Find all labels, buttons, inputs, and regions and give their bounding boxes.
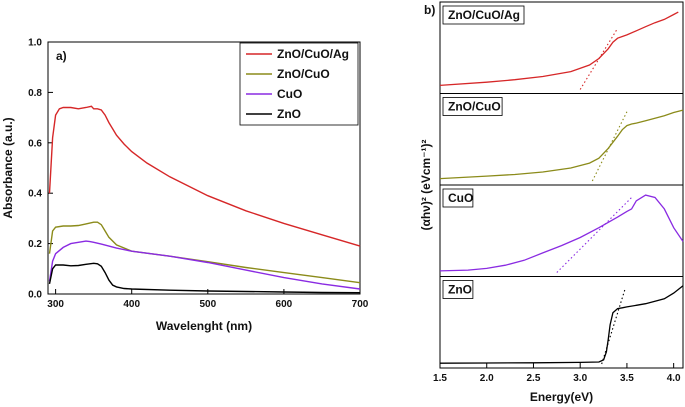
- subpanel-label-box: [442, 5, 525, 25]
- y-tick-label: 0.0: [28, 290, 42, 301]
- tauc-curve-cuo: [439, 194, 684, 272]
- y-tick-label: 0.8: [28, 88, 42, 99]
- subpanel-frame: [439, 184, 684, 277]
- x-tick-label: 500: [199, 299, 216, 310]
- y-tick-label: 0.4: [28, 189, 42, 200]
- subpanel-label-box: [442, 280, 474, 299]
- subpanel-label-box: [442, 97, 503, 116]
- panel-b-x-axis-label: Energy(eV): [530, 390, 593, 404]
- x-tick-label: 4.0: [667, 373, 681, 384]
- y-tick-label: 0.6: [28, 138, 42, 149]
- subpanel-zno: ZnO: [439, 276, 684, 369]
- panel-b-subpanels: ZnO/CuO/Ag ZnO/CuO CuO ZnO: [439, 1, 684, 369]
- x-tick-label: 2.5: [527, 373, 541, 384]
- legend-label-zno-cuo-ag: ZnO/CuO/Ag: [277, 47, 349, 61]
- x-tick-label: 700: [352, 299, 369, 310]
- x-tick-label: 3.0: [573, 373, 587, 384]
- panel-b-tag: b): [424, 3, 435, 17]
- tauc-curve-zno: [439, 285, 684, 364]
- panel-b-axes: 1.5 2.0 2.5 3.0 3.5 4.0: [433, 363, 681, 384]
- subpanel-cuo: CuO: [439, 184, 684, 277]
- subpanel-label-zno-cuo: ZnO/CuO: [448, 100, 501, 114]
- x-tick-label: 400: [123, 299, 140, 310]
- panel-a-x-axis-label: Wavelenght (nm): [156, 319, 252, 333]
- tauc-curve-zno-cuo-ag: [439, 11, 679, 87]
- tangent-line-zno: [601, 288, 626, 365]
- subpanel-label-cuo: CuO: [448, 191, 473, 205]
- subpanel-frame: [439, 276, 684, 369]
- legend-box: [239, 42, 359, 126]
- tangent-line-cuo: [556, 197, 632, 273]
- x-tick-label: 3.5: [620, 373, 634, 384]
- panel-a-y-axis-label: Absorbance (a.u.): [1, 117, 15, 218]
- subpanel-label-zno-cuo-ag: ZnO/CuO/Ag: [448, 8, 520, 22]
- legend-label-cuo: CuO: [277, 87, 302, 101]
- legend-label-zno: ZnO: [277, 107, 301, 121]
- panel-a-legend: ZnO/CuO/Ag ZnO/CuO CuO ZnO: [239, 42, 359, 126]
- subpanel-label-zno: ZnO: [448, 283, 472, 297]
- tauc-curve-zno-cuo: [439, 109, 684, 180]
- panel-a-tag: a): [56, 49, 67, 63]
- panel-a-plot-frame: [47, 41, 361, 295]
- y-tick-label: 0.2: [28, 239, 42, 250]
- panel-a-absorbance-chart: 300 400 500 600 700 0.0 0.2 0.4 0.6 0.8 1.0 a) ZnO…: [1, 38, 369, 334]
- series-line-zno-cuo-ag: [48, 105, 361, 247]
- series-line-cuo: [48, 240, 361, 290]
- panel-a-axes: 300 400 500 600 700 0.0 0.2 0.4 0.6 0.8 1.0: [28, 38, 369, 311]
- series-line-zno-cuo: [48, 221, 361, 284]
- x-tick-label: 600: [276, 299, 293, 310]
- subpanel-zno-cuo: ZnO/CuO: [439, 93, 684, 186]
- panel-b-y-axis-label: (αhν)² (eVcm⁻¹)²: [419, 139, 433, 230]
- subpanel-zno-cuo-ag: ZnO/CuO/Ag: [439, 1, 684, 94]
- legend-label-zno-cuo: ZnO/CuO: [277, 67, 330, 81]
- x-tick-label: 300: [47, 299, 64, 310]
- tangent-line-zno-cuo: [591, 111, 628, 182]
- subpanel-label-box: [442, 188, 474, 208]
- series-line-zno: [48, 262, 361, 294]
- x-tick-label: 1.5: [433, 373, 447, 384]
- y-tick-label: 1.0: [28, 38, 42, 49]
- panel-a-series: [48, 105, 361, 294]
- x-tick-label: 2.0: [480, 373, 494, 384]
- panel-b-tauc-plot: ZnO/CuO/Ag ZnO/CuO CuO ZnO 1.5 2.0 2.5 3.0 3.5 4…: [419, 1, 684, 404]
